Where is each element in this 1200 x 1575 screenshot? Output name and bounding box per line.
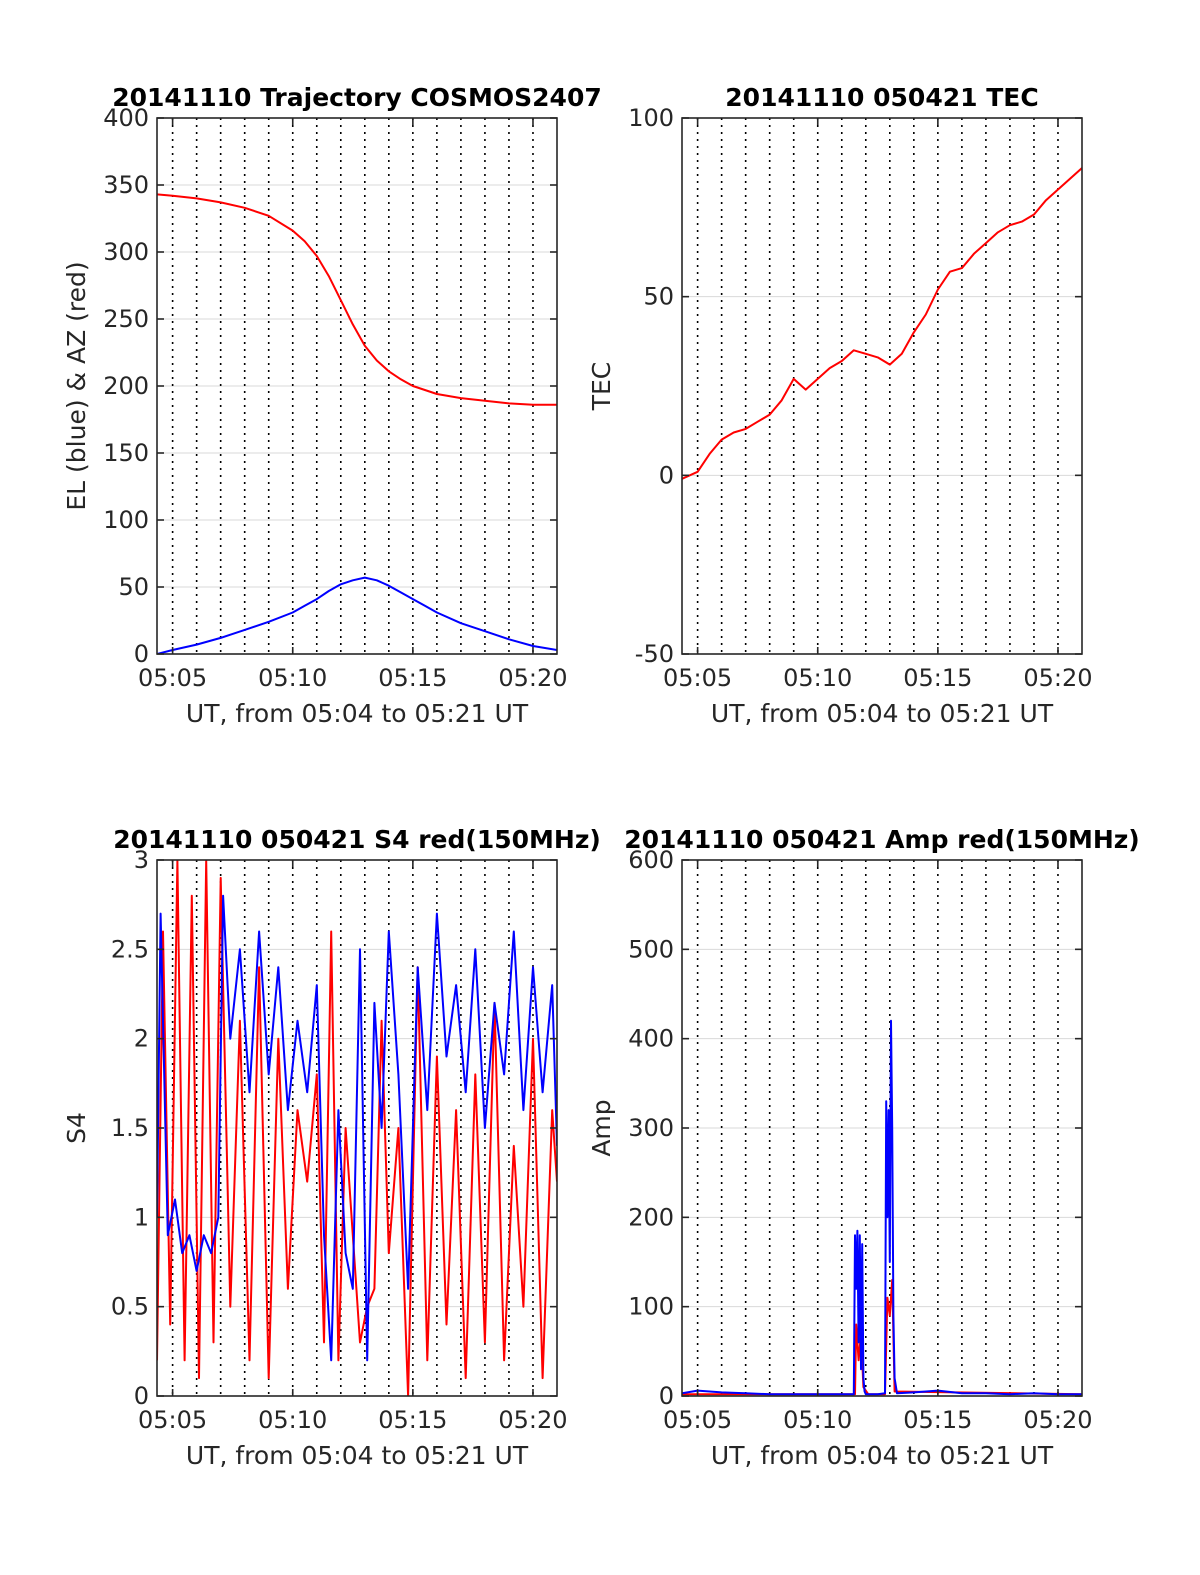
x-tick-label: 05:05	[663, 1406, 732, 1434]
x-axis-label: UT, from 05:04 to 05:21 UT	[711, 699, 1054, 728]
y-tick-label: 500	[628, 935, 674, 963]
x-tick-label: 05:05	[138, 664, 207, 692]
x-axis-label: UT, from 05:04 to 05:21 UT	[186, 699, 529, 728]
y-tick-label: 0	[659, 1382, 674, 1410]
y-tick-label: 250	[103, 305, 149, 333]
y-tick-label: 100	[628, 1293, 674, 1321]
y-axis-label: TEC	[587, 362, 616, 412]
y-tick-label: 50	[643, 283, 674, 311]
x-tick-label: 05:15	[378, 1406, 447, 1434]
y-axis-label: S4	[62, 1112, 91, 1144]
y-tick-label: 200	[628, 1203, 674, 1231]
y-tick-label: 0	[134, 1382, 149, 1410]
trajectory-panel: 0 50 100 150 200 250 300 350 400 05:05 05:10 05:15 0…	[62, 83, 602, 728]
x-tick-label: 05:05	[138, 1406, 207, 1434]
series-line-0	[157, 193, 557, 406]
y-tick-label: 0	[134, 640, 149, 668]
y-tick-label: 400	[103, 104, 149, 132]
y-tick-label: 50	[118, 573, 149, 601]
x-tick-label: 05:15	[378, 664, 447, 692]
y-tick-label: 1.5	[111, 1114, 149, 1142]
series-line-0	[157, 860, 557, 1396]
series-line-1	[682, 1019, 1082, 1396]
y-tick-label: 2	[134, 1025, 149, 1053]
y-tick-label: -50	[635, 640, 674, 668]
series-line-0	[682, 167, 1082, 480]
x-tick-label: 05:20	[498, 664, 567, 692]
x-tick-label: 05:20	[1023, 1406, 1092, 1434]
x-tick-label: 05:20	[1023, 664, 1092, 692]
y-tick-label: 350	[103, 171, 149, 199]
y-tick-label: 0	[659, 461, 674, 489]
x-tick-label: 05:15	[903, 664, 972, 692]
x-tick-label: 05:10	[258, 664, 327, 692]
y-tick-label: 2.5	[111, 935, 149, 963]
series-line-1	[157, 576, 557, 654]
y-tick-label: 100	[103, 506, 149, 534]
chart-title: 20141110 Trajectory COSMOS2407	[112, 83, 602, 112]
y-tick-label: 300	[103, 238, 149, 266]
y-tick-label: 100	[628, 104, 674, 132]
y-tick-label: 200	[103, 372, 149, 400]
chart-title: 20141110 050421 Amp red(150MHz)	[624, 825, 1140, 854]
y-tick-label: 150	[103, 439, 149, 467]
tec-panel: -50 0 50 100 05:05 05:10 05:15 05:20 20141110 05…	[587, 83, 1093, 728]
y-axis-label: EL (blue) & AZ (red)	[62, 261, 91, 510]
y-tick-label: 1	[134, 1203, 149, 1231]
chart-title: 20141110 050421 S4 red(150MHz)	[113, 825, 601, 854]
x-tick-label: 05:20	[498, 1406, 567, 1434]
y-tick-label: 3	[134, 846, 149, 874]
series-line-0	[682, 1278, 1082, 1396]
chart-title: 20141110 050421 TEC	[725, 83, 1038, 112]
x-tick-label: 05:10	[783, 664, 852, 692]
x-axis-label: UT, from 05:04 to 05:21 UT	[186, 1441, 529, 1470]
y-tick-label: 300	[628, 1114, 674, 1142]
plot-frame	[681, 117, 1083, 655]
x-tick-label: 05:10	[783, 1406, 852, 1434]
x-tick-label: 05:10	[258, 1406, 327, 1434]
y-tick-label: 400	[628, 1025, 674, 1053]
x-tick-label: 05:05	[663, 664, 732, 692]
amp-panel: 0 100 200 300 400 500 600 05:05 05:10 05:15 05:20 2…	[587, 825, 1140, 1470]
series-line-1	[157, 894, 557, 1362]
y-axis-label: Amp	[587, 1099, 616, 1156]
x-tick-label: 05:15	[903, 1406, 972, 1434]
y-tick-label: 0.5	[111, 1293, 149, 1321]
s4-panel: 0 0.5 1 1.5 2 2.5 3 05:05 05:10 05:15 05:20 2014111…	[62, 825, 601, 1470]
y-tick-label: 600	[628, 846, 674, 874]
x-axis-label: UT, from 05:04 to 05:21 UT	[711, 1441, 1054, 1470]
